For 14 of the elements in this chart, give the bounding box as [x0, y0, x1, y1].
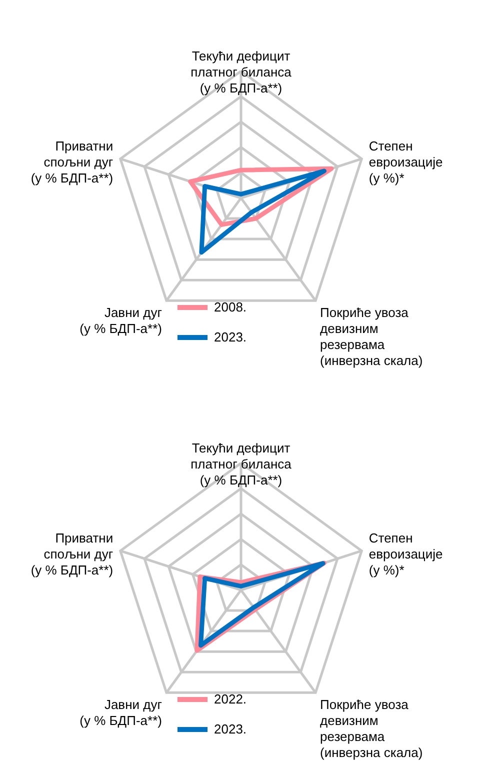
legend-label: 2023.	[214, 330, 247, 344]
legend-label: 2022.	[214, 692, 247, 706]
spoke-label: Степен евроизације (у %)*	[368, 530, 443, 578]
spoke-label: Приватни спољни дуг (у % БДП-а**)	[30, 530, 114, 578]
spoke-label: Јавни дуг (у % БДП-а**)	[80, 304, 162, 336]
spoke-label: Јавни дуг (у % БДП-а**)	[80, 696, 162, 728]
spoke-label: Текући дефицит платног биланса (у % БДП-а**)	[190, 48, 292, 96]
spoke-label: Покриће увоза девизним резервама (инверзна скала)	[320, 696, 423, 760]
spoke-label: Текући дефицит платног биланса (у % БДП-а**)	[190, 440, 292, 488]
spoke-label: Приватни спољни дуг (у % БДП-а**)	[30, 138, 114, 186]
spoke-label: Степен евроизације (у %)*	[368, 138, 443, 186]
legend-label: 2008.	[214, 300, 247, 314]
legend-label: 2023.	[214, 722, 247, 736]
spoke-label: Покриће увоза девизним резервама (инверзна скала)	[320, 304, 423, 368]
